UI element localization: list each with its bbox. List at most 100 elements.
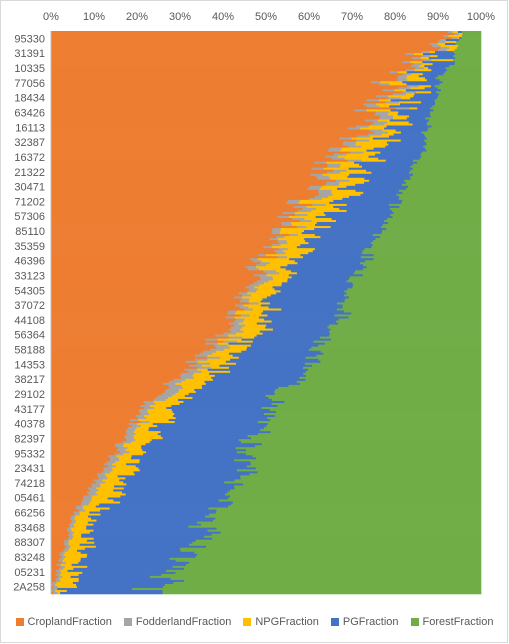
bar-segment-CroplandFraction (51, 298, 242, 301)
bar-segment-FodderlandFraction (392, 93, 407, 96)
bar-segment-PGFraction (228, 352, 324, 356)
bar-segment-PGFraction (120, 495, 231, 498)
bar-segment-CroplandFraction (51, 41, 439, 44)
bar-segment-CroplandFraction (51, 503, 82, 506)
bar-segment-NPGFraction (56, 581, 74, 585)
bar-segment-FodderlandFraction (64, 543, 69, 547)
bar-segment-FodderlandFraction (333, 169, 347, 173)
bar-segment-CroplandFraction (51, 585, 54, 589)
legend-swatch-pg (330, 618, 339, 626)
bar-segment-PGFraction (287, 278, 349, 281)
bar-segment-CroplandFraction (51, 409, 139, 412)
bar-segment-FodderlandFraction (194, 358, 208, 362)
bar-segment-CroplandFraction (51, 547, 65, 551)
bar-segment-NPGFraction (73, 523, 94, 526)
bar-segment-ForestFraction (328, 324, 482, 327)
bar-segment-ForestFraction (421, 151, 482, 154)
bar-segment-NPGFraction (250, 294, 272, 297)
bar-segment-CroplandFraction (51, 113, 375, 116)
bar-segment-PGFraction (120, 501, 234, 504)
bar-segment-ForestFraction (216, 509, 482, 512)
bar-segment-CroplandFraction (51, 581, 53, 585)
bar-segment-ForestFraction (267, 423, 482, 426)
bar-segment-ForestFraction (230, 495, 482, 498)
bar-segment-NPGFraction (153, 400, 184, 404)
bar-segment-PGFraction (230, 358, 319, 362)
bar-segment-FodderlandFraction (52, 581, 57, 585)
bar-segment-PGFraction (160, 431, 271, 434)
bar-segment-CroplandFraction (51, 167, 312, 171)
bar-segment-NPGFraction (290, 222, 317, 225)
bar-segment-NPGFraction (340, 165, 363, 169)
bar-segment-FodderlandFraction (107, 465, 117, 468)
bar-segment-NPGFraction (112, 469, 141, 472)
bar-segment-NPGFraction (279, 232, 303, 235)
bar-segment-ForestFraction (430, 107, 482, 110)
bar-segment-FodderlandFraction (88, 493, 98, 496)
bar-segment-NPGFraction (266, 274, 289, 277)
bar-segment-PGFraction (79, 543, 190, 547)
bar-segment-FodderlandFraction (184, 368, 198, 372)
bar-segment-PGFraction (346, 185, 409, 189)
bar-segment-NPGFraction (242, 326, 266, 329)
bar-segment-CroplandFraction (51, 145, 349, 148)
bar-segment-ForestFraction (324, 342, 482, 345)
bar-segment-PGFraction (333, 205, 400, 209)
bar-segment-PGFraction (246, 346, 312, 349)
bar-segment-FodderlandFraction (172, 378, 186, 382)
bar-segment-ForestFraction (380, 236, 482, 239)
bar-segment-PGFraction (148, 429, 261, 432)
bar-segment-FodderlandFraction (356, 139, 370, 142)
bar-segment-FodderlandFraction (271, 230, 281, 233)
category-tick-label: 16372 (14, 152, 45, 164)
bar-segment-CroplandFraction (51, 555, 62, 559)
bar-segment-CroplandFraction (51, 230, 273, 233)
bar-segment-FodderlandFraction (205, 342, 218, 345)
bar-segment-PGFraction (315, 224, 384, 227)
bar-segment-CroplandFraction (51, 529, 68, 532)
bar-segment-ForestFraction (410, 177, 482, 181)
bar-segment-PGFraction (389, 119, 430, 122)
bar-segment-CroplandFraction (51, 209, 299, 213)
bar-segment-CroplandFraction (51, 376, 182, 380)
bar-segment-CroplandFraction (51, 205, 295, 209)
bar-segment-FodderlandFraction (127, 427, 137, 430)
bar-segment-FodderlandFraction (69, 535, 74, 538)
bar-segment-PGFraction (174, 421, 259, 424)
bar-segment-CroplandFraction (51, 364, 190, 368)
bar-segment-NPGFraction (338, 183, 356, 187)
bar-segment-NPGFraction (65, 555, 88, 559)
bar-segment-NPGFraction (201, 370, 231, 374)
bar-segment-CroplandFraction (51, 340, 224, 343)
bar-segment-CroplandFraction (51, 109, 355, 112)
bar-segment-NPGFraction (457, 37, 460, 40)
bar-segment-FodderlandFraction (51, 589, 56, 593)
bars-group (51, 31, 482, 595)
bar-segment-PGFraction (337, 187, 407, 191)
bar-segment-NPGFraction (264, 282, 283, 285)
bar-segment-NPGFraction (258, 288, 275, 291)
bar-segment-CroplandFraction (51, 398, 154, 402)
x-tick-label: 80% (384, 11, 406, 23)
bar-segment-PGFraction (405, 89, 442, 92)
bar-segment-ForestFraction (278, 386, 482, 390)
bar-segment-ForestFraction (444, 71, 482, 74)
bar-segment-PGFraction (251, 344, 319, 347)
bar-segment-FodderlandFraction (197, 366, 212, 370)
bar-segment-ForestFraction (311, 364, 482, 368)
bar-segment-PGFraction (84, 547, 181, 551)
bar-segment-FodderlandFraction (106, 461, 116, 464)
bar-segment-ForestFraction (372, 234, 482, 237)
bar-segment-FodderlandFraction (335, 179, 350, 183)
bar-segment-ForestFraction (261, 443, 482, 446)
bar-segment-ForestFraction (318, 358, 482, 362)
bar-segment-PGFraction (76, 549, 181, 553)
bar-segment-CroplandFraction (51, 352, 201, 356)
bar-segment-PGFraction (260, 300, 345, 303)
bar-segment-ForestFraction (442, 81, 482, 84)
bar-segment-NPGFraction (97, 493, 126, 496)
bar-segment-FodderlandFraction (387, 97, 402, 100)
bar-segment-PGFraction (80, 551, 195, 555)
bar-segment-PGFraction (314, 234, 374, 237)
bar-segment-ForestFraction (236, 469, 482, 472)
